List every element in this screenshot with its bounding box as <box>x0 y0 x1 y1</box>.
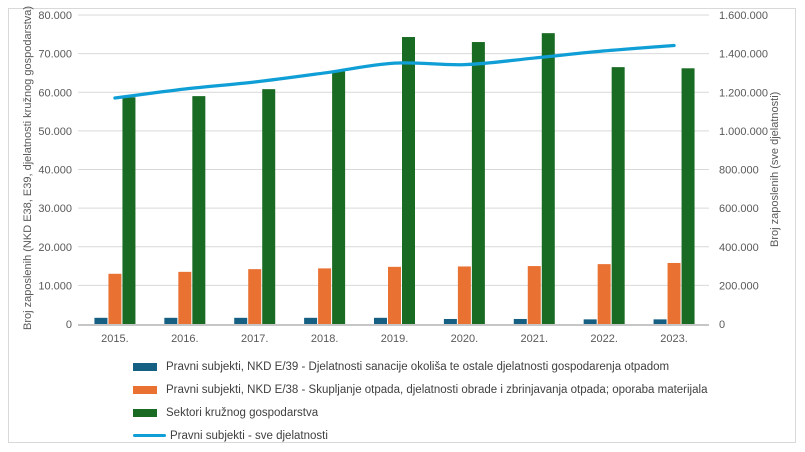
bar-series-2 <box>527 266 541 324</box>
x-axis-label: 2018. <box>311 333 339 345</box>
legend-item: Pravni subjekti, NKD E/39 - Djelatnosti … <box>133 355 707 378</box>
right-axis-tick: 400.000 <box>719 242 759 254</box>
left-axis-tick: 60.000 <box>38 87 72 99</box>
bar-series-3 <box>541 33 555 325</box>
right-axis-tick: 0 <box>719 319 725 331</box>
right-axis-title: Broj zaposlenih (sve djelatnosti) <box>769 91 781 247</box>
bar-series-2 <box>597 264 611 324</box>
legend-label: Pravni subjekti - sve djelatnosti <box>170 429 328 442</box>
bar-series-2 <box>388 266 401 324</box>
x-axis-label: 2020. <box>451 333 479 345</box>
legend-item: Pravni subjekti, NKD E/38 - Skupljanje o… <box>133 378 707 401</box>
legend-swatch-bar <box>133 385 157 394</box>
x-axis-label: 2019. <box>381 333 409 345</box>
left-axis-tick: 20.000 <box>38 242 72 254</box>
left-axis-tick: 50.000 <box>38 126 72 138</box>
bar-series-3 <box>262 89 276 324</box>
line-series <box>113 43 676 100</box>
right-axis-tick: 1.200.000 <box>719 87 768 99</box>
bar-series-1 <box>374 317 387 324</box>
bar-series-1 <box>513 318 527 324</box>
left-axis-tick: 80.000 <box>38 10 72 22</box>
bar-series-2 <box>667 262 681 324</box>
left-axis-tick: 40.000 <box>38 165 72 177</box>
legend-swatch-bar <box>133 362 157 371</box>
right-axis-tick: 1.400.000 <box>719 49 768 61</box>
bar-series-3 <box>471 42 485 324</box>
bar-series-2 <box>457 266 471 324</box>
bar-series-2 <box>318 268 332 324</box>
x-axis-label: 2017. <box>241 333 269 345</box>
bar-series-3 <box>681 68 695 325</box>
right-axis-tick: 1.600.000 <box>719 10 768 22</box>
right-axis-tick: 800.000 <box>719 165 759 177</box>
x-axis-label: 2022. <box>590 333 618 345</box>
legend-item: Pravni subjekti - sve djelatnosti <box>133 424 707 447</box>
legend-label: Pravni subjekti, NKD E/38 - Skupljanje o… <box>166 383 708 396</box>
bar-series-2 <box>178 271 192 324</box>
bar-series-1 <box>443 318 457 324</box>
bar-series-3 <box>122 97 136 325</box>
right-axis-tick: 1.000.000 <box>719 126 768 138</box>
left-axis-tick: 10.000 <box>38 280 72 292</box>
bar-series-1 <box>583 319 597 324</box>
bar-series-1 <box>164 317 178 324</box>
legend-item: Sektori kružnog gospodarstva <box>133 401 707 424</box>
bar-series-3 <box>332 71 346 324</box>
legend-label: Pravni subjekti, NKD E/39 - Djelatnosti … <box>166 360 670 373</box>
x-axis-label: 2016. <box>171 333 199 345</box>
bar-series-2 <box>108 273 122 324</box>
left-axis-tick: 30.000 <box>38 203 72 215</box>
bar-series-1 <box>304 317 318 324</box>
bar-series-3 <box>192 96 206 324</box>
x-axis-label: 2015. <box>101 333 129 345</box>
legend-label: Sektori kružnog gospodarstva <box>166 406 319 419</box>
left-axis-tick: 0 <box>66 319 72 331</box>
bar-series-1 <box>653 319 667 324</box>
right-axis-tick: 600.000 <box>719 203 759 215</box>
bar-series-1 <box>94 317 108 324</box>
bar-series-3 <box>402 37 415 325</box>
left-axis-tick: 70.000 <box>38 49 72 61</box>
right-axis-tick: 200.000 <box>719 280 759 292</box>
chart-legend: Pravni subjekti, NKD E/39 - Djelatnosti … <box>133 355 707 447</box>
legend-swatch-line <box>133 433 166 438</box>
x-axis-label: 2021. <box>521 333 549 345</box>
legend-swatch-bar <box>133 408 157 417</box>
x-axis-label: 2023. <box>660 333 688 345</box>
left-axis-title: Broj zaposlenih (NKD E38, E39, djelatnos… <box>22 5 34 330</box>
bar-series-3 <box>611 67 625 325</box>
bar-series-2 <box>248 269 262 324</box>
bar-series-1 <box>234 317 248 324</box>
